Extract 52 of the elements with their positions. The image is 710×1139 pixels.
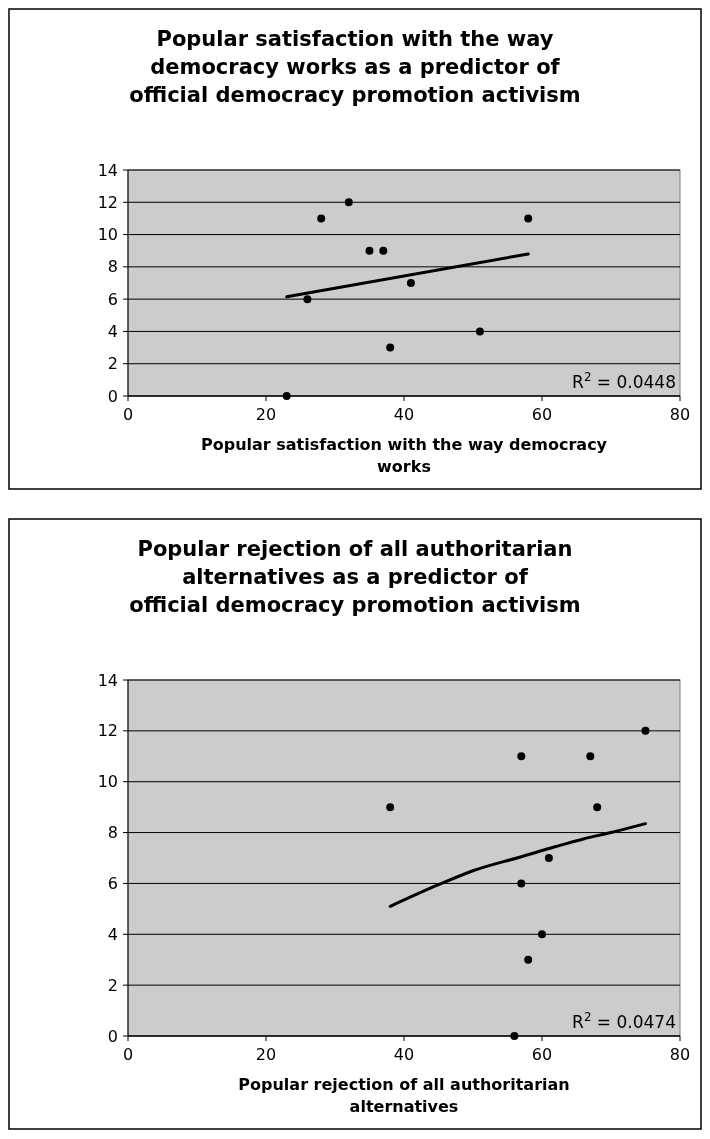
x-tick-label: 20 (255, 405, 277, 424)
y-tick-label: 14 (97, 160, 118, 180)
annotation: R$^{2}$ = 0.0474 (572, 1010, 676, 1032)
point (475, 327, 484, 336)
y-tick-label: 8 (107, 257, 118, 277)
y-tick-label: 0 (107, 1026, 118, 1046)
y-tick-label: 0 (107, 386, 118, 406)
y-tick-label: 12 (97, 192, 118, 212)
x-tick-label: 40 (393, 405, 415, 424)
x-tick-label: 60 (531, 405, 553, 424)
point (544, 854, 553, 862)
y-tick-label: 2 (107, 975, 118, 995)
y-tick-label: 10 (97, 225, 118, 245)
point (317, 214, 326, 223)
y-tick-label: 6 (107, 874, 118, 894)
x-tick-label: 60 (531, 1045, 553, 1064)
y-tick-label: 8 (107, 823, 118, 843)
point (524, 214, 533, 223)
point (524, 955, 533, 964)
point (386, 343, 395, 352)
y-tick-label: 2 (107, 354, 118, 374)
y-tick-label: 4 (107, 322, 118, 342)
point (365, 246, 374, 255)
point (593, 803, 602, 812)
x-tick-label: 0 (122, 1045, 134, 1064)
point (517, 879, 526, 888)
y-tick-label: 6 (107, 289, 118, 309)
point (510, 1032, 519, 1040)
y-tick-label: 14 (97, 670, 118, 690)
chart-title: Popular rejection of all authoritarian alternatives as a predictor of official democracy promotion activism (129, 537, 581, 617)
point (282, 392, 291, 400)
point (406, 279, 415, 287)
point (641, 726, 650, 735)
chart-title: Popular satisfaction with the way democracy works as a predictor of official democracy promotion activism (129, 27, 581, 107)
x-tick-label: 80 (669, 405, 691, 424)
point (586, 752, 595, 761)
point (538, 930, 546, 939)
x-tick-label: 0 (122, 405, 134, 424)
y-tick-label: 12 (97, 721, 118, 741)
point (344, 198, 353, 207)
point (517, 752, 526, 761)
point (379, 246, 388, 255)
annotation: R$^{2}$ = 0.0448 (572, 370, 676, 392)
point (386, 803, 395, 812)
x-tick-label: 40 (393, 1045, 415, 1064)
x-axis-title: Popular rejection of all authoritarian alternatives (238, 1075, 570, 1116)
x-axis-title: Popular satisfaction with the way democracy works (200, 435, 608, 476)
x-tick-label: 80 (669, 1045, 691, 1064)
y-tick-label: 4 (107, 924, 118, 944)
point (303, 295, 312, 304)
x-tick-label: 20 (255, 1045, 277, 1064)
y-tick-label: 10 (97, 772, 118, 792)
